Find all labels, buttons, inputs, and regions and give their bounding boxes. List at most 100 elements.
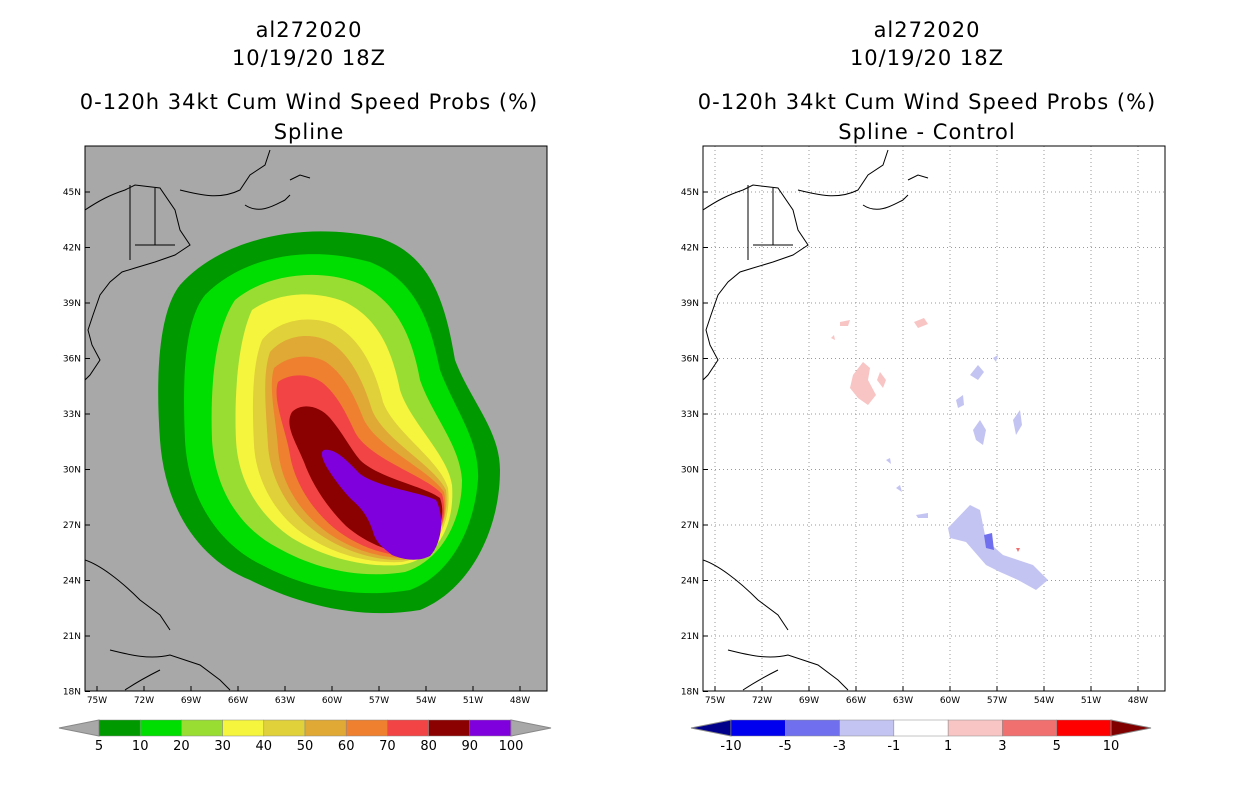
probability-contours xyxy=(85,149,500,691)
lon-label: 72W xyxy=(134,696,154,706)
lon-label: 60W xyxy=(940,696,960,706)
diff-positive-5 xyxy=(831,335,835,340)
gridlines xyxy=(703,146,1165,691)
colorbar-label: 10 xyxy=(1103,739,1120,754)
diff-negative-2 xyxy=(970,365,984,380)
lat-label: 36N xyxy=(681,355,699,365)
subtitle: Spline xyxy=(273,120,345,144)
colorbar-label: -10 xyxy=(720,739,741,754)
colorbar-segment xyxy=(839,719,895,737)
coastlines xyxy=(703,149,929,691)
colorbar-segment xyxy=(98,719,141,737)
lon-label: 69W xyxy=(799,696,819,706)
lat-labels: 45N 42N 39N 36N 33N 30N 27N 24N 21N 18N xyxy=(63,188,90,698)
lon-label: 75W xyxy=(87,696,107,706)
diff-negative-3 xyxy=(956,395,964,408)
lon-label: 48W xyxy=(1128,696,1148,706)
diff-positive-2 xyxy=(877,372,886,388)
map-frame xyxy=(84,145,548,692)
lat-label: 18N xyxy=(63,688,81,698)
diff-negative-7 xyxy=(896,485,902,492)
datetime: 10/19/20 18Z xyxy=(231,46,387,70)
left-panel: al272020 10/19/20 18Z 0-120h 34kt Cum Wi… xyxy=(58,18,552,754)
lon-labels: 75W 72W 69W 66W 63W 60W 57W 54W 51W 48W xyxy=(87,686,530,706)
lat-label: 30N xyxy=(63,466,81,476)
colorbar-label: 5 xyxy=(95,739,103,754)
colorbar-segment xyxy=(893,719,949,737)
colorbar-label: -3 xyxy=(833,739,846,754)
colorbar-label: 3 xyxy=(998,739,1006,754)
lat-label: 45N xyxy=(681,188,699,198)
map-background xyxy=(703,146,1165,691)
colorbar-segment xyxy=(222,719,265,737)
colorbar-segment xyxy=(785,719,840,737)
colorbar-label: 50 xyxy=(297,739,314,754)
lon-label: 63W xyxy=(275,696,295,706)
lat-label: 36N xyxy=(63,355,81,365)
lon-label: 72W xyxy=(752,696,772,706)
map-left: 45N 42N 39N 36N 33N 30N 27N 24N 21N 18N 75W 72W 69W… xyxy=(58,145,552,754)
lat-label: 33N xyxy=(63,410,81,420)
lon-label: 66W xyxy=(228,696,248,706)
colorbar-left: 5 10 20 30 40 50 60 70 80 90 100 xyxy=(58,719,552,754)
diff-positive-4 xyxy=(914,318,928,328)
colorbar-label: -5 xyxy=(779,739,792,754)
diff-negative-5 xyxy=(1013,410,1022,435)
colorbar-label: 30 xyxy=(214,739,231,754)
colorbar-segment xyxy=(139,719,182,737)
lat-label: 21N xyxy=(681,632,699,642)
lon-label: 57W xyxy=(987,696,1007,706)
colorbar-label: 90 xyxy=(462,739,479,754)
colorbar-under-arrow xyxy=(58,719,100,737)
product-title: 0-120h 34kt Cum Wind Speed Probs (%) xyxy=(79,90,539,114)
diff-negative-6 xyxy=(916,513,928,518)
colorbar-label: 80 xyxy=(420,739,437,754)
coastlines xyxy=(85,149,311,691)
diff-negative-9 xyxy=(993,355,998,362)
diff-negative-1 xyxy=(948,505,1048,590)
lat-label: 27N xyxy=(681,521,699,531)
lon-label: 60W xyxy=(322,696,342,706)
lon-label: 51W xyxy=(1081,696,1101,706)
lon-label: 54W xyxy=(416,696,436,706)
diff-negative-8 xyxy=(886,458,891,464)
lon-label: 69W xyxy=(181,696,201,706)
colorbar-label: 70 xyxy=(379,739,396,754)
colorbar-segment xyxy=(345,719,388,737)
lon-label: 57W xyxy=(369,696,389,706)
colorbar-segment xyxy=(1056,719,1112,737)
lat-label: 24N xyxy=(681,577,699,587)
lon-label: 75W xyxy=(705,696,725,706)
difference-contours xyxy=(831,318,1048,590)
colorbar-label: 60 xyxy=(338,739,355,754)
lat-label: 27N xyxy=(63,521,81,531)
product-title: 0-120h 34kt Cum Wind Speed Probs (%) xyxy=(697,90,1157,114)
lat-labels: 45N 42N 39N 36N 33N 30N 27N 24N 21N 18N xyxy=(681,188,708,698)
storm-id: al272020 xyxy=(255,18,363,42)
lat-label: 42N xyxy=(63,244,81,254)
diff-positive-3 xyxy=(840,320,850,326)
lon-label: 48W xyxy=(510,696,530,706)
diff-negative-4 xyxy=(973,420,986,445)
colorbar-segment xyxy=(181,719,223,737)
colorbar-segment xyxy=(263,719,306,737)
colorbar-label: 20 xyxy=(173,739,190,754)
lon-label: 54W xyxy=(1034,696,1054,706)
lat-label: 18N xyxy=(681,688,699,698)
lon-labels: 75W 72W 69W 66W 63W 60W 57W 54W 51W 48W xyxy=(705,686,1148,706)
lat-label: 21N xyxy=(63,632,81,642)
colorbar-segment xyxy=(428,719,471,737)
lat-label: 33N xyxy=(681,410,699,420)
colorbar-label: 40 xyxy=(256,739,273,754)
map-frame xyxy=(702,145,1166,692)
diff-positive-1 xyxy=(850,362,876,405)
subtitle: Spline - Control xyxy=(838,120,1016,144)
colorbar-segment xyxy=(730,719,786,737)
lat-label: 24N xyxy=(63,577,81,587)
colorbar-segment xyxy=(304,719,347,737)
lon-label: 51W xyxy=(463,696,483,706)
datetime: 10/19/20 18Z xyxy=(849,46,1005,70)
colorbar-segment xyxy=(387,719,429,737)
colorbar-under-arrow xyxy=(690,719,732,737)
diff-positive-small xyxy=(1016,548,1020,552)
